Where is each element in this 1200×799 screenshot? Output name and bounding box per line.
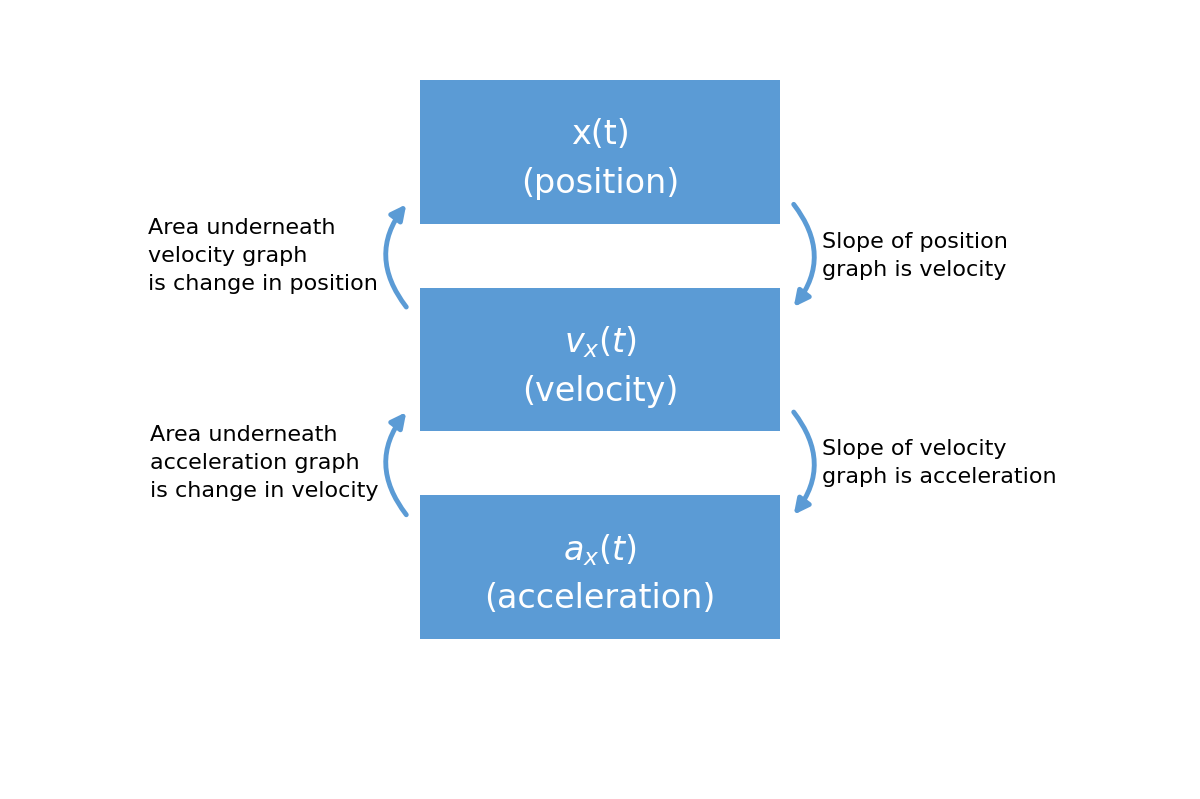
FancyBboxPatch shape	[420, 288, 780, 431]
Text: (velocity): (velocity)	[522, 375, 678, 407]
Text: Area underneath
velocity graph
is change in position: Area underneath velocity graph is change…	[148, 217, 378, 294]
FancyBboxPatch shape	[420, 80, 780, 224]
FancyBboxPatch shape	[420, 495, 780, 639]
Text: (position): (position)	[521, 167, 679, 200]
FancyArrowPatch shape	[793, 412, 815, 511]
Text: Slope of velocity
graph is acceleration: Slope of velocity graph is acceleration	[822, 439, 1057, 487]
Text: $v_x(t)$: $v_x(t)$	[564, 324, 636, 360]
Text: Slope of position
graph is velocity: Slope of position graph is velocity	[822, 232, 1008, 280]
FancyArrowPatch shape	[385, 416, 407, 515]
Text: $a_x(t)$: $a_x(t)$	[563, 532, 637, 568]
Text: x(t): x(t)	[571, 118, 629, 151]
Text: Area underneath
acceleration graph
is change in velocity: Area underneath acceleration graph is ch…	[150, 425, 378, 502]
FancyArrowPatch shape	[793, 205, 815, 303]
Text: (acceleration): (acceleration)	[485, 582, 715, 615]
FancyArrowPatch shape	[385, 209, 407, 307]
